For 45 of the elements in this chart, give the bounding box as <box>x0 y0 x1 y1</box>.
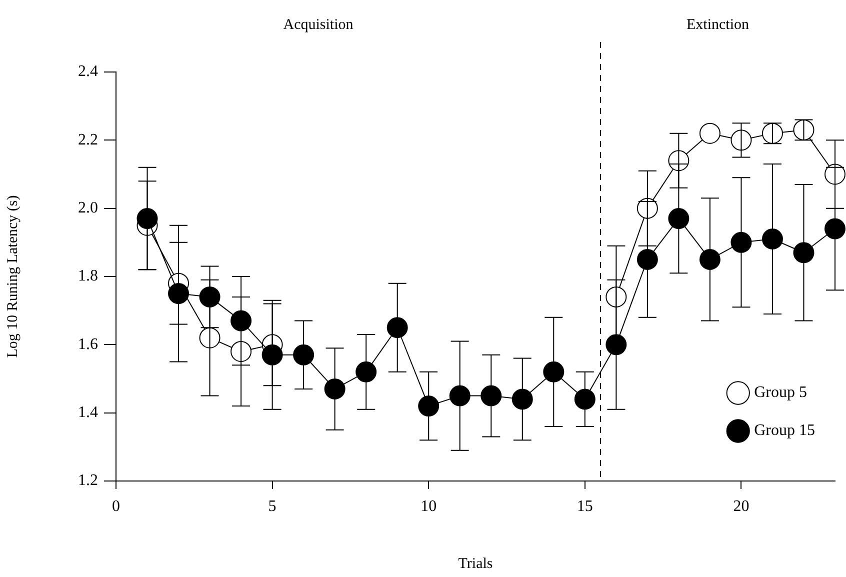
x-tick-label: 15 <box>576 498 593 515</box>
x-tick-label: 10 <box>420 498 437 515</box>
legend-label: Group 15 <box>754 422 816 440</box>
point <box>543 361 564 382</box>
x-tick-label: 5 <box>268 498 276 515</box>
point <box>512 388 533 410</box>
point <box>793 242 814 264</box>
point <box>762 228 783 250</box>
x-axis-title: Trials <box>458 556 493 572</box>
point <box>386 317 408 338</box>
y-tick-label: 2.2 <box>78 131 98 148</box>
point <box>668 208 690 230</box>
y-tick-label: 1.8 <box>78 268 98 285</box>
point <box>136 208 158 230</box>
y-tick-label: 2.4 <box>78 63 98 80</box>
point <box>699 248 720 270</box>
point <box>168 283 190 304</box>
y-axis-title: Log 10 Runing Latency (s) <box>4 195 21 358</box>
legend-label: Group 5 <box>754 384 808 402</box>
x-tick-label: 20 <box>733 498 750 515</box>
point <box>699 122 720 144</box>
y-tick-label: 1.6 <box>78 336 98 353</box>
y-tick-label: 1.2 <box>78 472 98 490</box>
point <box>730 130 752 151</box>
point <box>418 396 440 417</box>
point <box>262 344 283 366</box>
point <box>480 385 502 406</box>
point <box>824 218 846 240</box>
text: Extinction <box>686 16 750 33</box>
point <box>324 378 346 400</box>
point <box>293 344 314 366</box>
point <box>449 385 470 406</box>
x-tick-label: 0 <box>112 498 120 515</box>
y-tick-label: 1.4 <box>78 404 98 422</box>
point <box>230 310 252 332</box>
point <box>230 340 252 362</box>
point <box>606 286 627 308</box>
point <box>199 327 220 348</box>
y-tick-label: 2.0 <box>78 200 98 217</box>
point <box>574 388 596 410</box>
point <box>730 232 752 253</box>
point <box>636 248 658 270</box>
point <box>356 361 377 382</box>
text: Acquisition <box>283 16 354 33</box>
point <box>199 286 220 308</box>
